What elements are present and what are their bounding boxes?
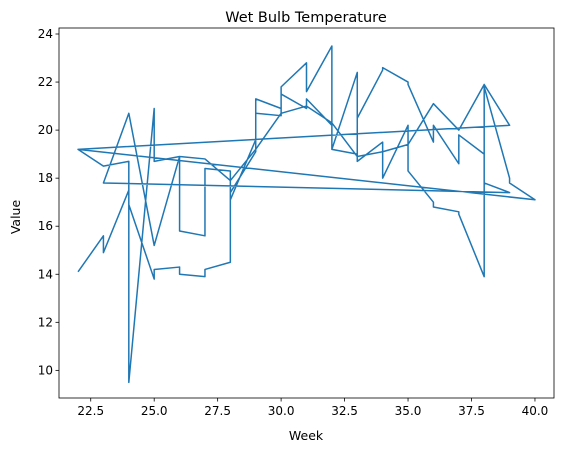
- y-tick-label: 22: [38, 75, 53, 89]
- x-axis: 22.5 25.0 27.5 30.0 32.5 35.0 37.5 40.0: [77, 398, 548, 418]
- y-tick-label: 20: [38, 123, 53, 137]
- y-tick-label: 12: [38, 315, 53, 329]
- x-tick-label: 22.5: [77, 404, 104, 418]
- y-tick-label: 16: [38, 219, 53, 233]
- x-tick-label: 37.5: [458, 404, 485, 418]
- x-tick-label: 30.0: [268, 404, 295, 418]
- y-tick-label: 24: [38, 27, 53, 41]
- y-axis-title: Value: [8, 200, 23, 235]
- chart-title: Wet Bulb Temperature: [225, 10, 387, 26]
- series-line: [77, 45, 536, 384]
- y-tick-label: 14: [38, 267, 53, 281]
- x-tick-label: 40.0: [522, 404, 549, 418]
- x-tick-label: 25.0: [141, 404, 168, 418]
- y-axis: 10 12 14 16 18 20 22 24: [38, 27, 59, 377]
- plot-area: [77, 45, 536, 384]
- x-tick-label: 32.5: [331, 404, 358, 418]
- x-axis-title: Week: [289, 428, 324, 443]
- plot-frame: [58, 27, 555, 399]
- y-tick-label: 10: [38, 363, 53, 377]
- x-tick-label: 27.5: [204, 404, 231, 418]
- y-tick-label: 18: [38, 171, 53, 185]
- x-tick-label: 35.0: [395, 404, 422, 418]
